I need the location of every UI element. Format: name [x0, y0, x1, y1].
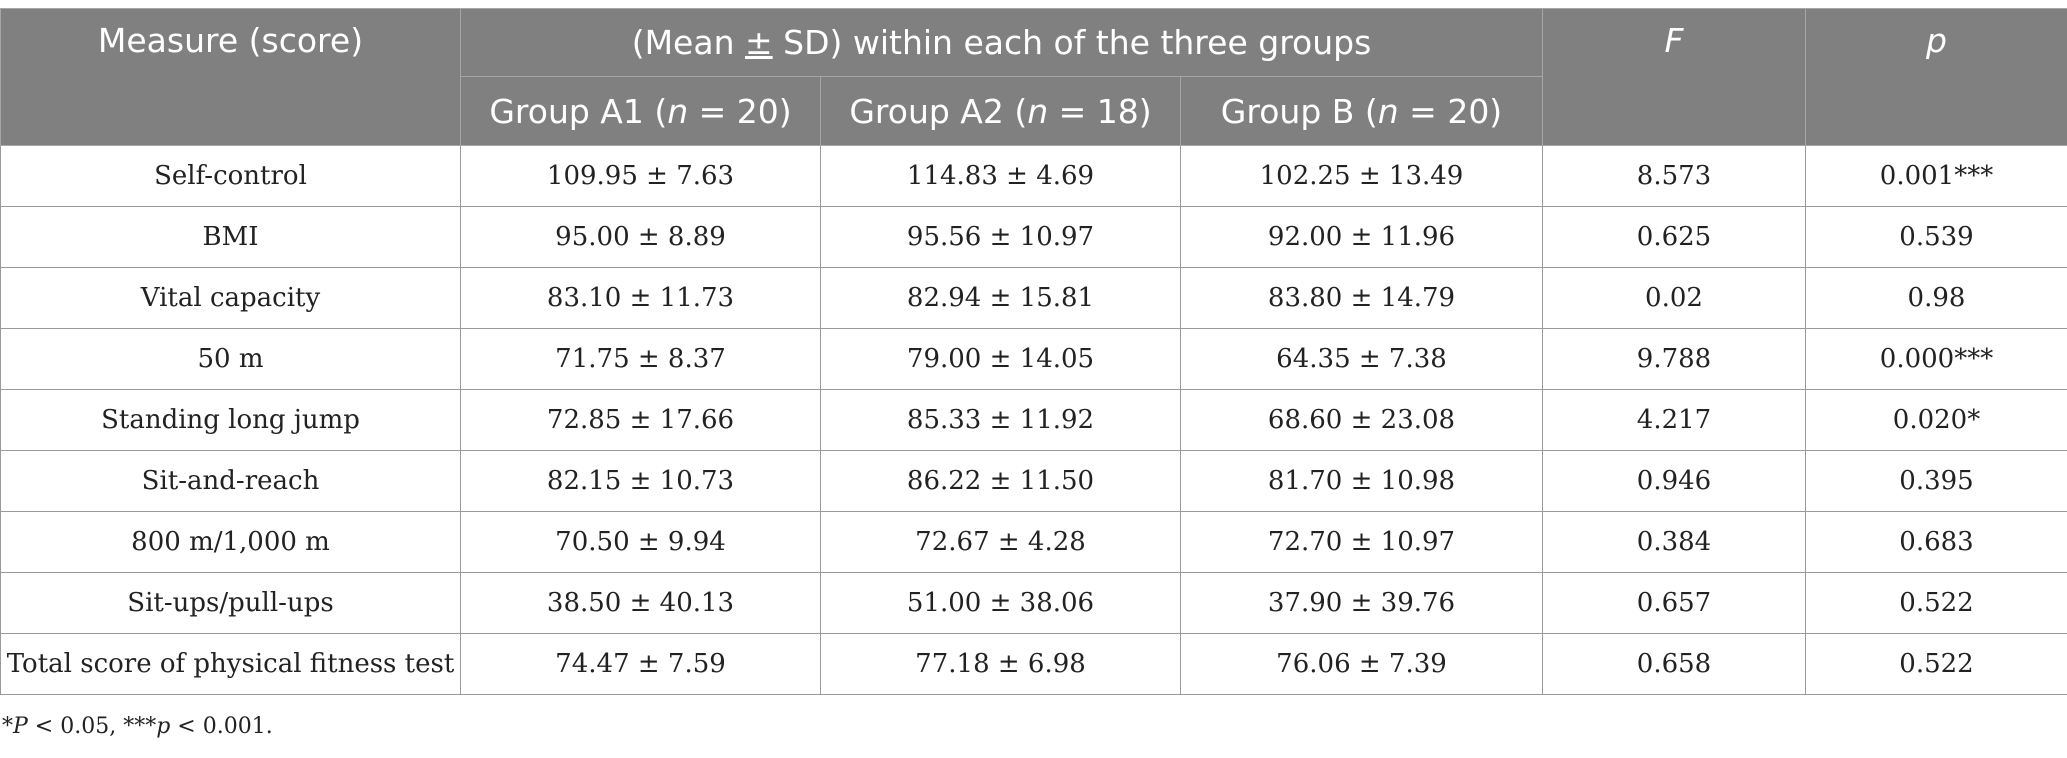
cell-group-b: 64.35 ± 7.38	[1180, 328, 1543, 390]
cell-group-a1: 38.50 ± 40.13	[460, 572, 821, 634]
cell-measure: Sit-ups/pull-ups	[0, 572, 461, 634]
cell-group-a1: 74.47 ± 7.59	[460, 633, 821, 695]
cell-measure: Self-control	[0, 145, 461, 207]
cell-p: 0.001***	[1805, 145, 2067, 207]
cell-group-b: 72.70 ± 10.97	[1180, 511, 1543, 573]
cell-group-a2: 51.00 ± 38.06	[820, 572, 1181, 634]
cell-f: 0.946	[1542, 450, 1806, 512]
header-p: p	[1805, 8, 2067, 146]
cell-f: 0.02	[1542, 267, 1806, 329]
header-span-pre: (Mean	[631, 23, 745, 62]
cell-measure: 800 m/1,000 m	[0, 511, 461, 573]
cell-group-a1: 82.15 ± 10.73	[460, 450, 821, 512]
header-group-a1: Group A1 (n = 20)	[460, 76, 821, 146]
table-row: Standing long jump 72.85 ± 17.66 85.33 ±…	[0, 389, 2067, 451]
cell-measure: Sit-and-reach	[0, 450, 461, 512]
group-a1-pre: Group A1 (	[489, 91, 668, 131]
header-measure: Measure (score)	[0, 8, 461, 146]
cell-p: 0.020*	[1805, 389, 2067, 451]
cell-group-b: 76.06 ± 7.39	[1180, 633, 1543, 695]
results-table-container: Measure (score) (Mean ± SD) within each …	[0, 8, 2067, 695]
cell-f: 4.217	[1542, 389, 1806, 451]
header-span-post: SD) within each of the three groups	[772, 23, 1372, 62]
footnote-part-1: *	[2, 714, 13, 739]
cell-f: 0.384	[1542, 511, 1806, 573]
cell-group-a2: 82.94 ± 15.81	[820, 267, 1181, 329]
group-b-post: = 20)	[1398, 91, 1503, 131]
table-row: Total score of physical fitness test 74.…	[0, 633, 2067, 695]
table-row: 800 m/1,000 m 70.50 ± 9.94 72.67 ± 4.28 …	[0, 511, 2067, 573]
footnote-part-4: p	[156, 714, 171, 739]
table-row: 50 m 71.75 ± 8.37 79.00 ± 14.05 64.35 ± …	[0, 328, 2067, 390]
group-a2-pre: Group A2 (	[849, 91, 1028, 131]
cell-group-a2: 86.22 ± 11.50	[820, 450, 1181, 512]
cell-f: 8.573	[1542, 145, 1806, 207]
cell-f: 0.625	[1542, 206, 1806, 268]
header-group-b: Group B (n = 20)	[1180, 76, 1543, 146]
footnote-part-3: < 0.05, ***	[27, 714, 157, 739]
cell-p: 0.683	[1805, 511, 2067, 573]
cell-group-a1: 70.50 ± 9.94	[460, 511, 821, 573]
results-table: Measure (score) (Mean ± SD) within each …	[0, 8, 2067, 695]
table-row: Sit-and-reach 82.15 ± 10.73 86.22 ± 11.5…	[0, 450, 2067, 512]
table-row: BMI 95.00 ± 8.89 95.56 ± 10.97 92.00 ± 1…	[0, 206, 2067, 268]
header-row-1: Measure (score) (Mean ± SD) within each …	[0, 8, 2067, 146]
cell-group-a2: 77.18 ± 6.98	[820, 633, 1181, 695]
cell-group-b: 81.70 ± 10.98	[1180, 450, 1543, 512]
cell-measure: BMI	[0, 206, 461, 268]
cell-p: 0.395	[1805, 450, 2067, 512]
cell-group-a1: 109.95 ± 7.63	[460, 145, 821, 207]
cell-group-a1: 71.75 ± 8.37	[460, 328, 821, 390]
cell-measure: Total score of physical fitness test	[0, 633, 461, 695]
footnote-part-2: P	[13, 714, 28, 739]
group-a2-n: n	[1027, 91, 1049, 131]
cell-p: 0.522	[1805, 633, 2067, 695]
cell-measure: 50 m	[0, 328, 461, 390]
cell-group-a2: 79.00 ± 14.05	[820, 328, 1181, 390]
cell-group-a2: 95.56 ± 10.97	[820, 206, 1181, 268]
footnote-part-5: < 0.001.	[170, 714, 273, 739]
table-row: Sit-ups/pull-ups 38.50 ± 40.13 51.00 ± 3…	[0, 572, 2067, 634]
cell-group-b: 68.60 ± 23.08	[1180, 389, 1543, 451]
header-group-a2: Group A2 (n = 18)	[820, 76, 1181, 146]
cell-p: 0.98	[1805, 267, 2067, 329]
cell-group-a1: 95.00 ± 8.89	[460, 206, 821, 268]
group-a1-n: n	[667, 91, 689, 131]
group-a1-post: = 20)	[688, 91, 792, 131]
cell-group-a2: 114.83 ± 4.69	[820, 145, 1181, 207]
cell-group-a2: 85.33 ± 11.92	[820, 389, 1181, 451]
header-f: F	[1542, 8, 1806, 146]
header-row-2: Group A1 (n = 20) Group A2 (n = 18) Grou…	[1, 76, 2067, 146]
group-a2-post: = 18)	[1048, 91, 1152, 131]
cell-measure: Standing long jump	[0, 389, 461, 451]
header-span-pm: ±	[744, 23, 773, 62]
cell-group-b: 92.00 ± 11.96	[1180, 206, 1543, 268]
cell-f: 9.788	[1542, 328, 1806, 390]
cell-p: 0.522	[1805, 572, 2067, 634]
group-b-n: n	[1377, 91, 1399, 131]
cell-group-b: 102.25 ± 13.49	[1180, 145, 1543, 207]
cell-p: 0.539	[1805, 206, 2067, 268]
group-b-pre: Group B (	[1220, 91, 1378, 131]
cell-group-a1: 83.10 ± 11.73	[460, 267, 821, 329]
cell-group-b: 37.90 ± 39.76	[1180, 572, 1543, 634]
cell-group-a2: 72.67 ± 4.28	[820, 511, 1181, 573]
cell-f: 0.657	[1542, 572, 1806, 634]
table-footnote: *P < 0.05, ***p < 0.001.	[2, 714, 273, 739]
cell-group-a1: 72.85 ± 17.66	[460, 389, 821, 451]
cell-f: 0.658	[1542, 633, 1806, 695]
cell-group-b: 83.80 ± 14.79	[1180, 267, 1543, 329]
table-row: Self-control 109.95 ± 7.63 114.83 ± 4.69…	[0, 145, 2067, 207]
cell-measure: Vital capacity	[0, 267, 461, 329]
table-row: Vital capacity 83.10 ± 11.73 82.94 ± 15.…	[0, 267, 2067, 329]
header-group-span: (Mean ± SD) within each of the three gro…	[460, 8, 1543, 77]
cell-p: 0.000***	[1805, 328, 2067, 390]
